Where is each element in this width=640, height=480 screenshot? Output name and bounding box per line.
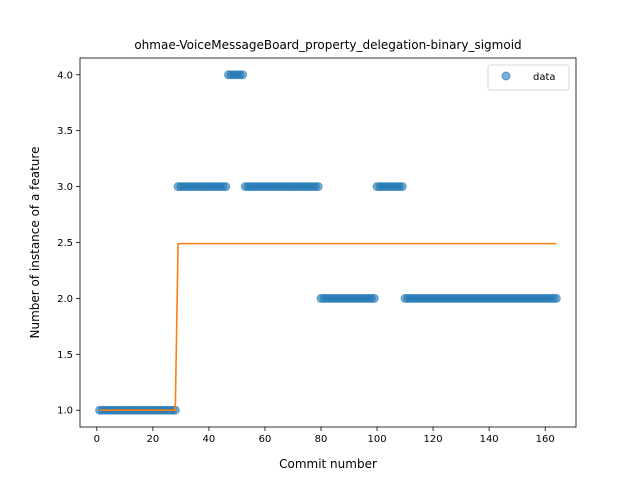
x-tick-label: 140 [480, 434, 499, 445]
fit-line [99, 242, 557, 412]
data-point [238, 70, 248, 80]
y-tick-label: 3.0 [57, 182, 73, 193]
y-tick-label: 2.5 [57, 238, 73, 249]
legend-marker-data [501, 71, 511, 81]
x-tick-label: 20 [146, 434, 159, 445]
data-point [397, 182, 407, 192]
x-tick-label: 0 [94, 434, 100, 445]
data-point [369, 293, 379, 303]
x-tick-label: 60 [259, 434, 272, 445]
plot-frame [79, 57, 577, 428]
x-tick-label: 100 [367, 434, 386, 445]
data-point [313, 182, 323, 192]
x-tick-label: 80 [315, 434, 328, 445]
x-tick-label: 160 [536, 434, 555, 445]
y-tick-label: 3.5 [57, 126, 73, 137]
data-point [221, 182, 231, 192]
y-axis-label: Number of instance of a feature [28, 147, 42, 339]
x-tick-label: 120 [424, 434, 443, 445]
legend-box [487, 64, 570, 91]
legend: data [487, 64, 570, 91]
legend-label-data: data [533, 72, 556, 83]
y-tick-label: 2.0 [57, 294, 73, 305]
y-tick-label: 1.5 [57, 350, 73, 361]
x-tick-label: 40 [203, 434, 216, 445]
chart-title: ohmae-VoiceMessageBoard_property_delegat… [134, 38, 521, 52]
y-tick-label: 4.0 [57, 70, 73, 81]
x-axis-label: Commit number [279, 457, 377, 471]
data-point [551, 293, 561, 303]
y-tick-label: 1.0 [57, 406, 73, 417]
